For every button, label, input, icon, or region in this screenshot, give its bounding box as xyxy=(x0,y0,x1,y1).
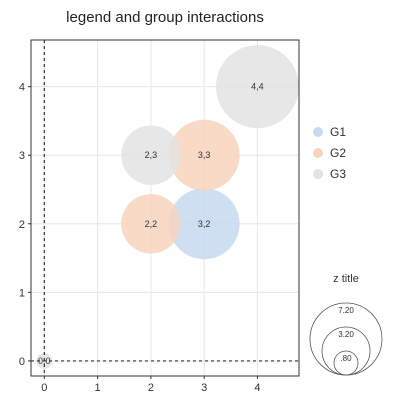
point-label: 2,2 xyxy=(145,219,158,229)
size-legend-label: .80 xyxy=(340,354,352,363)
x-tick-label: 2 xyxy=(148,382,154,394)
bubble-g1 xyxy=(168,188,240,260)
legend-label-g3: G3 xyxy=(330,167,346,181)
bubble-g2 xyxy=(121,194,181,254)
point-label: 2,3 xyxy=(145,150,158,160)
x-tick-label: 0 xyxy=(41,382,47,394)
size-legend-label: 3.20 xyxy=(338,330,354,339)
x-tick-label: 4 xyxy=(254,382,260,394)
bubble-g3 xyxy=(215,45,299,129)
size-legend: z title 7.20 3.20 .80 xyxy=(309,273,383,376)
legend-label-g1: G1 xyxy=(330,125,346,139)
point-label: 3,2 xyxy=(198,219,211,229)
point-label: 4,4 xyxy=(251,82,264,92)
y-tick-label: 4 xyxy=(19,82,25,94)
size-legend-title: z title xyxy=(333,273,359,285)
y-tick-label: 1 xyxy=(19,287,25,299)
y-tick-label: 2 xyxy=(19,219,25,231)
size-legend-label: 7.20 xyxy=(338,306,354,315)
point-label: 3,3 xyxy=(198,150,211,160)
legend-label-g2: G2 xyxy=(330,146,346,160)
bubble-g3 xyxy=(121,125,181,185)
legend-swatch-g2 xyxy=(313,148,323,158)
legend-swatch-g3 xyxy=(313,169,323,179)
plot-area: 3,2 2,2 3,3 2,3 4,4 0,0 0 1 2 3 4 0 1 2 3 4 xyxy=(19,39,300,394)
legend-swatch-g1 xyxy=(313,127,323,137)
y-tick-label: 3 xyxy=(19,150,25,162)
x-tick-label: 1 xyxy=(95,382,101,394)
bubble-g2 xyxy=(168,119,240,191)
size-legend-circle xyxy=(333,350,359,376)
x-tick-label: 3 xyxy=(201,382,207,394)
legend: G1 G2 G3 xyxy=(313,125,346,181)
plot-border xyxy=(30,39,300,377)
point-label: 0,0 xyxy=(38,356,51,366)
y-tick-label: 0 xyxy=(19,356,25,368)
chart-title: legend and group interactions xyxy=(66,9,264,26)
